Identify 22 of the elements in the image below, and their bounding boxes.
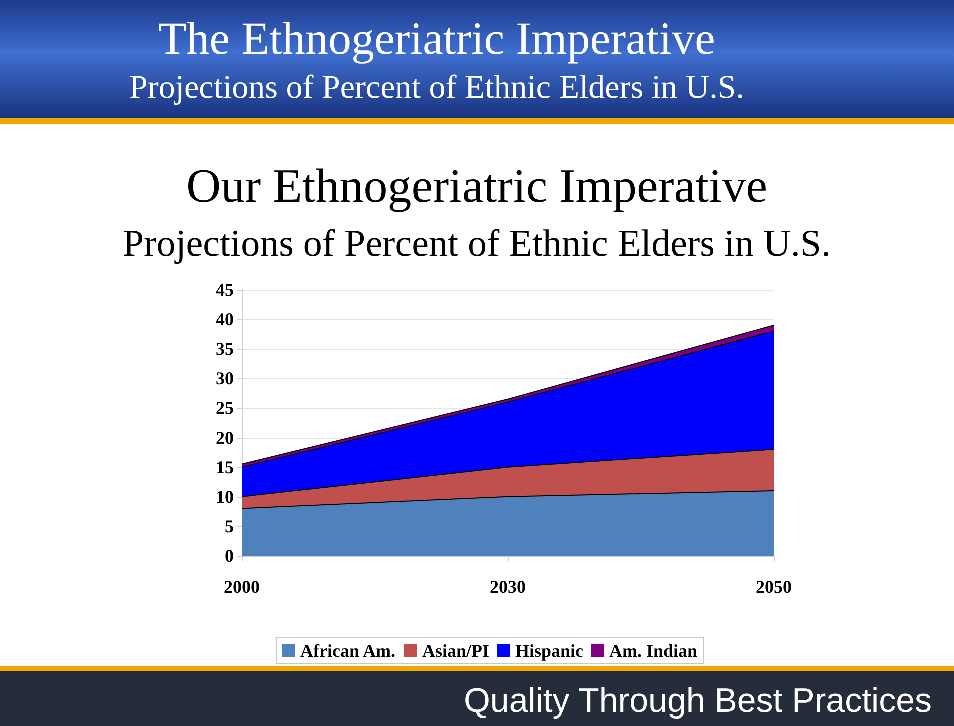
x-tick-label: 2030 <box>490 577 526 597</box>
y-tick-label: 0 <box>225 546 234 566</box>
legend-label: African Am. <box>300 641 396 661</box>
y-tick-label: 5 <box>225 516 234 536</box>
y-tick-label: 35 <box>216 339 234 360</box>
text: Projections of Percent of Ethnic Elders in U.S. <box>128 70 746 106</box>
text: The Ethnogeriatric Imperative <box>158 13 716 64</box>
legend-label: Asian/PI <box>422 641 490 661</box>
text: Quality Through Best Practices <box>464 681 932 721</box>
x-tick-label: 2050 <box>756 577 792 597</box>
y-tick-label: 30 <box>216 368 234 389</box>
y-tick-label: 10 <box>216 486 234 507</box>
y-tick-label: 15 <box>216 457 234 478</box>
y-tick-label: 20 <box>216 428 234 448</box>
y-tick-label: 40 <box>216 310 234 330</box>
x-tick-label: 2000 <box>224 577 260 597</box>
chart-subtitle: Projections of Percent of Ethnic Elders in U.S. <box>122 222 832 266</box>
legend-label: Am. Indian <box>609 641 698 661</box>
y-tick-label: 25 <box>216 398 234 418</box>
chart-title: Our Ethnogeriatric Imperative <box>185 160 769 214</box>
legend-label: Hispanic <box>515 641 584 661</box>
y-tick-label: 45 <box>216 280 234 300</box>
